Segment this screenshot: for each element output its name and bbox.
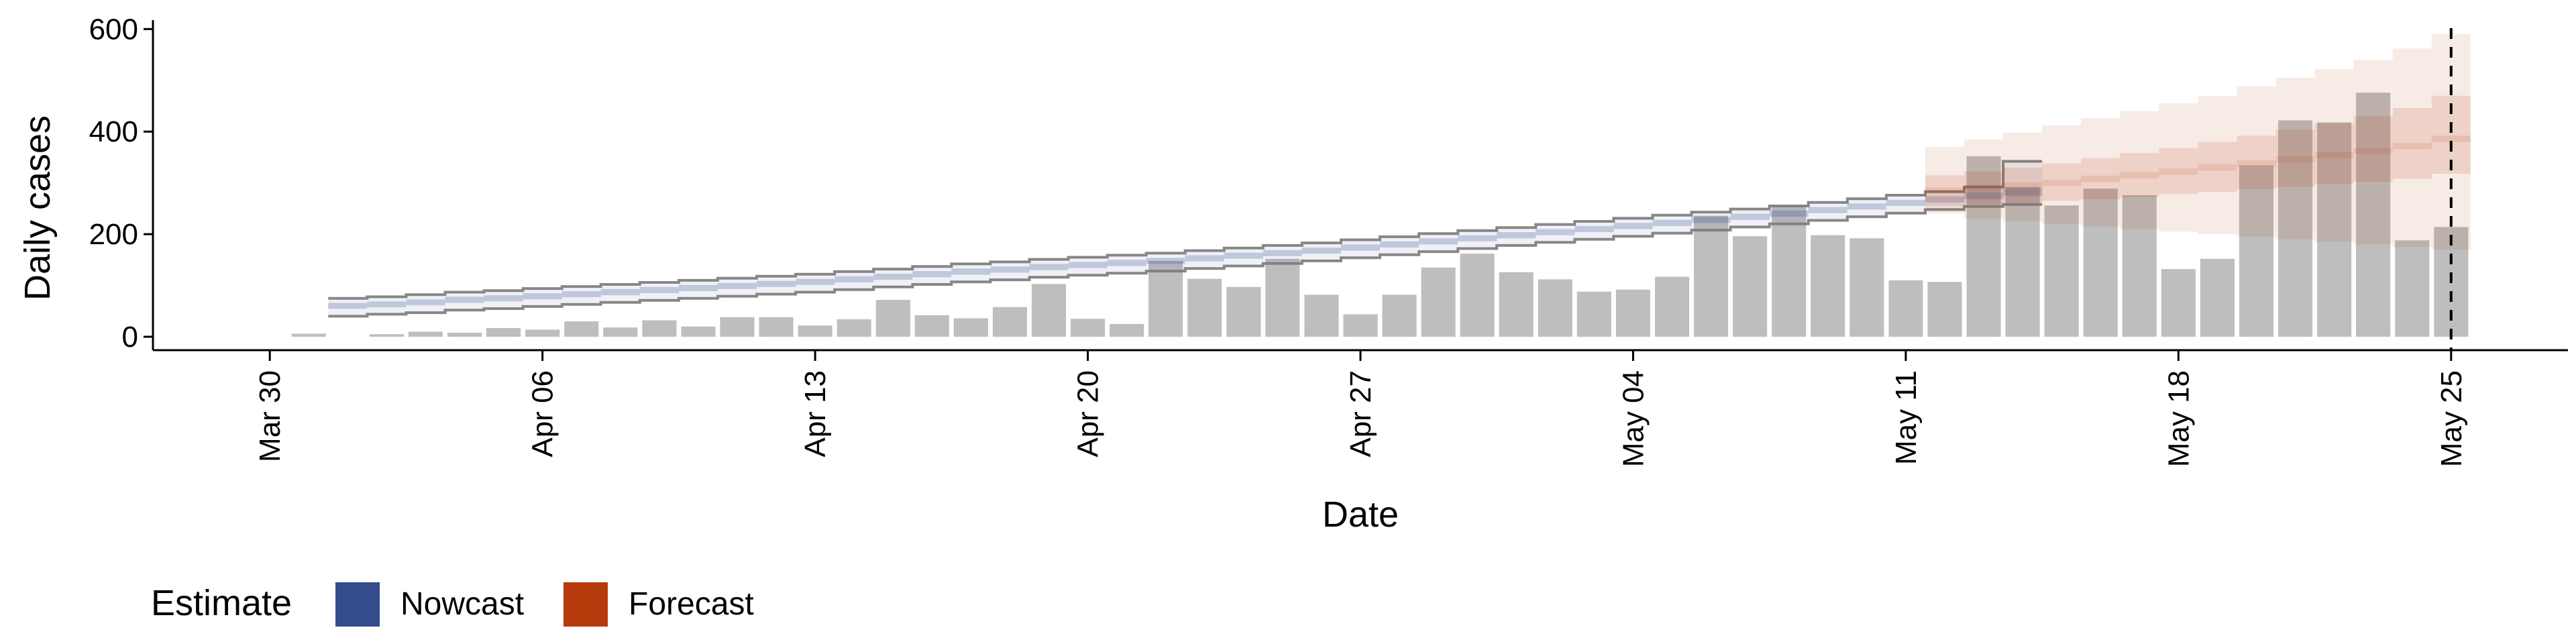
bar bbox=[2239, 165, 2273, 337]
bar bbox=[1499, 272, 1534, 337]
y-axis-title: Daily cases bbox=[17, 115, 58, 301]
bar bbox=[2044, 205, 2079, 337]
bar bbox=[2005, 186, 2040, 337]
x-tick-label: May 11 bbox=[1890, 370, 1923, 465]
bar bbox=[1888, 280, 1923, 337]
bar bbox=[1265, 258, 1300, 337]
bar bbox=[1031, 284, 1066, 337]
bar bbox=[1304, 294, 1339, 337]
bar bbox=[1772, 205, 1807, 337]
legend-label-nowcast: Nowcast bbox=[400, 586, 524, 622]
y-tick-label: 0 bbox=[122, 321, 138, 354]
bands-layer bbox=[328, 34, 2471, 318]
bar bbox=[486, 328, 521, 337]
bar bbox=[1071, 319, 1106, 337]
x-tick-label: Apr 06 bbox=[527, 370, 559, 458]
bar bbox=[1811, 235, 1845, 337]
bar bbox=[2278, 120, 2313, 337]
x-tick-label: May 18 bbox=[2162, 370, 2195, 467]
bar bbox=[642, 320, 677, 337]
x-tick-label: May 04 bbox=[1617, 370, 1650, 467]
bar bbox=[1576, 291, 1611, 337]
bar bbox=[1421, 267, 1456, 337]
legend-label-forecast: Forecast bbox=[629, 586, 754, 622]
bar bbox=[369, 334, 404, 337]
bar bbox=[1927, 282, 1962, 337]
nowcast-lower-line bbox=[328, 203, 2043, 318]
x-ticks: Mar 30 Apr 06 Apr 13 Apr 20 Apr 27 May 04 May … bbox=[254, 350, 2468, 467]
y-tick-label: 600 bbox=[89, 13, 138, 46]
bar bbox=[447, 332, 482, 337]
bar bbox=[1849, 238, 1884, 337]
bar bbox=[1694, 215, 1729, 337]
x-tick-label: Apr 13 bbox=[799, 370, 832, 458]
bar bbox=[564, 321, 599, 337]
nowcast-upper-line bbox=[328, 160, 2043, 300]
bar bbox=[1615, 289, 1650, 337]
bar bbox=[1460, 254, 1495, 337]
nowcast-median-band bbox=[328, 189, 2043, 309]
bar bbox=[681, 326, 716, 337]
bars-layer bbox=[291, 93, 2469, 337]
legend-title: Estimate bbox=[151, 583, 292, 623]
bar bbox=[1343, 314, 1378, 337]
legend-swatch-forecast bbox=[564, 582, 608, 627]
bar bbox=[291, 333, 326, 337]
bar bbox=[2161, 269, 2196, 337]
bar bbox=[1382, 294, 1417, 337]
bar bbox=[798, 325, 833, 337]
forecast-median-band bbox=[1925, 136, 2471, 194]
bar bbox=[953, 318, 988, 337]
bar bbox=[603, 327, 638, 337]
x-tick-label: Apr 27 bbox=[1344, 370, 1377, 458]
bar bbox=[2200, 258, 2235, 337]
bar bbox=[1655, 276, 1690, 337]
bar bbox=[759, 317, 794, 337]
bar bbox=[720, 317, 755, 337]
bar bbox=[1148, 260, 1183, 337]
bar bbox=[1538, 279, 1572, 337]
y-tick-label: 200 bbox=[89, 218, 138, 251]
bar bbox=[1110, 323, 1144, 337]
bar bbox=[2395, 240, 2430, 337]
y-tick-label: 400 bbox=[89, 115, 138, 148]
bar bbox=[1733, 236, 1768, 337]
bar bbox=[1226, 286, 1261, 337]
x-axis-title: Date bbox=[1322, 494, 1399, 535]
bar bbox=[992, 307, 1027, 337]
bar bbox=[875, 300, 910, 337]
x-tick-label: Apr 20 bbox=[1072, 370, 1105, 458]
legend-swatch-nowcast bbox=[335, 582, 380, 627]
x-tick-label: Mar 30 bbox=[254, 370, 286, 462]
legend: Estimate Nowcast Forecast bbox=[151, 582, 754, 627]
forecast-band-90 bbox=[1925, 34, 2471, 250]
bar bbox=[2083, 189, 2118, 337]
bar bbox=[837, 319, 871, 337]
bar bbox=[2356, 93, 2391, 337]
bar bbox=[914, 315, 949, 337]
forecast-band-50 bbox=[1925, 95, 2471, 206]
bar bbox=[408, 331, 443, 337]
nowcast-band-50 bbox=[328, 188, 2043, 309]
bar bbox=[1187, 278, 1222, 337]
bar bbox=[525, 329, 560, 337]
bar bbox=[2122, 195, 2157, 337]
bar bbox=[2317, 122, 2352, 337]
y-ticks: 0 200 400 600 bbox=[89, 13, 153, 354]
x-tick-label: May 25 bbox=[2435, 370, 2468, 467]
